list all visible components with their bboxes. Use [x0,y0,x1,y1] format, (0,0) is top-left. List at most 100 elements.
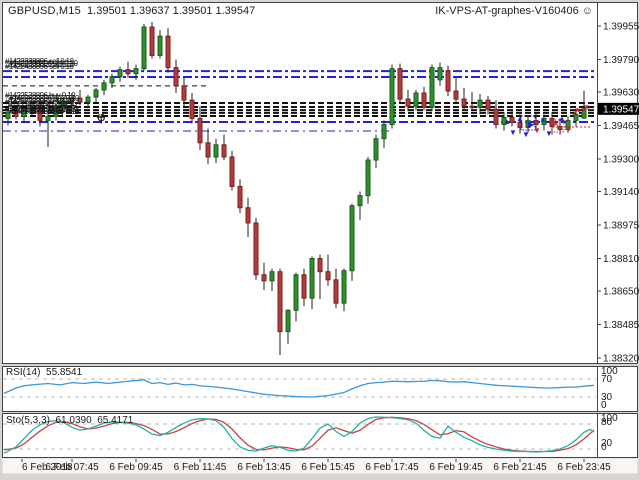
time-axis-label[interactable]: 6 Feb 13:45 [237,462,291,473]
bull-candle [45,115,51,121]
order-label: #1422838896 sell 0.10 [8,101,78,110]
stochastic-panel[interactable] [2,413,638,458]
time-axis-label[interactable]: 6 Feb 11:45 [174,462,227,473]
price-axis-label: 1.39790 [603,55,640,66]
bear-candle [221,144,227,158]
rsi-scale-label: 70 [601,374,613,385]
stoch-scale-label: 20 [601,438,613,449]
bull-candle [269,271,275,282]
rsi-line [3,379,595,398]
bull-candle [101,82,107,91]
stoch-k-value: 61.0390 [55,415,92,426]
bull-candle [29,105,35,110]
trade-arrow-icon: ▼ [533,126,541,135]
bear-candle [173,67,179,87]
bear-candle [421,92,427,108]
trade-arrow-icon: ▶ [527,120,535,129]
bear-candle [245,207,251,224]
order-label: #1422338896 sell 0.10 [9,59,79,68]
bull-candle [213,144,219,158]
bear-candle [533,119,539,125]
chart-title: GBPUSD,M15 1.39501 1.39637 1.39501 1.395… [8,5,255,17]
bear-candle [453,90,459,100]
bear-candle [405,98,411,107]
bull-candle [69,97,75,102]
bull-candle [117,69,123,78]
bear-candle [485,99,491,110]
bear-candle [237,185,243,209]
watermark: IK-VPS-AT-graphes-V160406 ☺ [435,5,593,17]
bear-candle [77,97,83,103]
trade-arrow-icon: × [553,119,559,130]
trade-arrow-icon: ▼ [565,124,573,133]
stochastic-indicator-label: Sto(5,3,3) 61.0390 65.4171 [6,415,133,426]
bull-candle [93,89,99,98]
bull-candle [357,195,363,207]
bull-candle [373,138,379,161]
price-axis-label: 1.38810 [603,254,640,265]
main-chart-panel[interactable] [2,2,638,364]
smiley-icon: ☺ [581,5,593,17]
current-price-box [598,102,639,115]
rsi-panel[interactable] [2,366,638,412]
trade-arrow-icon: ▪ [574,115,577,124]
order-label: #1422738896 sell 0.10 [5,97,75,106]
stoch-scale-label: 100 [601,413,618,424]
order-label: #1423038896 buy 0.10 [9,107,80,116]
time-axis-label[interactable]: 6 Feb 17:45 [365,462,419,473]
trade-arrow-icon: ▲ [516,114,524,123]
time-axis-label[interactable]: 6 Feb 19:45 [429,462,483,473]
rsi-name: RSI(14) [6,367,41,378]
time-axis-strip [2,458,638,474]
bear-candle [253,222,259,276]
order-label: φ [97,109,105,124]
trade-arrow-icon: ↗ [571,106,580,118]
bull-candle [141,26,147,70]
stoch-name: Sto(5,3,3) [6,415,50,426]
bull-candle [109,76,115,84]
price-axis-label: 1.38975 [603,221,640,232]
rsi-scale-label: 100 [601,366,618,377]
bear-candle [37,105,43,121]
bull-candle [429,67,435,108]
price-axis-label: 1.38650 [603,286,640,297]
bull-candle [541,117,547,125]
price-axis-label: 1.39465 [603,121,640,132]
time-axis-label[interactable]: 6 Feb 07:45 [45,462,99,473]
bull-candle [565,119,571,131]
stoch-scale-label: 0 [601,442,607,453]
trade-arrow-icon: ↗ [580,103,589,115]
order-label: #1422538896 buy 0.10 [5,91,76,100]
bull-candle [293,274,299,311]
bear-candle [261,274,267,282]
time-axis-label[interactable]: 6 Feb 23:45 [557,462,611,473]
bull-candle [21,108,27,117]
stoch-scale-label: 80 [601,417,613,428]
time-axis-label[interactable]: 6 Feb 21:45 [493,462,547,473]
time-axis-label[interactable]: 6 Feb 2018 [22,462,73,473]
bull-candle [349,205,355,272]
bear-candle [13,111,19,117]
bull-candle [525,119,531,129]
bear-candle [149,26,155,56]
trade-marker-box [551,119,565,133]
bull-candle [5,111,11,119]
stoch-main-line [3,416,595,454]
bull-candle [157,35,163,56]
bear-candle [277,271,283,333]
price-axis-label: 1.39140 [603,187,640,198]
bear-candle [517,121,523,129]
bull-candle [133,68,139,75]
bear-candle [125,69,131,75]
trade-arrow-icon: ▲ [503,117,511,126]
time-axis-label[interactable]: 6 Feb 15:45 [301,462,355,473]
bull-candle [61,100,67,108]
bull-candle [573,113,579,121]
bull-candle [53,106,59,117]
symbol-period-label: GBPUSD,M15 [8,5,81,17]
bear-candle [333,279,339,304]
price-axis-label: 1.39955 [603,22,640,33]
time-axis-label[interactable]: 6 Feb 09:45 [109,462,163,473]
ohlc-values: 1.39501 1.39637 1.39501 1.39547 [87,5,256,17]
